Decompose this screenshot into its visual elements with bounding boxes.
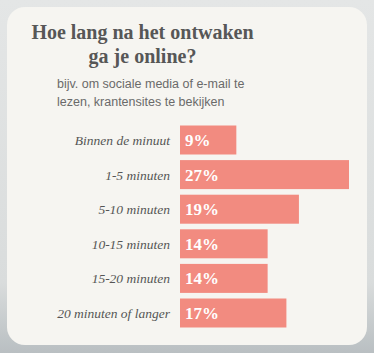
bar: [180, 229, 268, 258]
subtitle: bijv. om sociale media of e-mail te leze…: [57, 75, 277, 111]
title: Hoe lang na het ontwaken ga je online?: [25, 20, 260, 68]
labels: Binnen de minuut 9% 1-5 minuten 27% 5-10 min…: [57, 131, 219, 323]
bar: [180, 160, 349, 189]
data-label: 17%: [185, 304, 219, 323]
category-label: 15-20 minuten: [92, 271, 171, 286]
bars: [180, 126, 349, 328]
data-label: 9%: [185, 131, 211, 150]
bar: [180, 264, 268, 293]
data-label: 14%: [185, 235, 219, 254]
chart: Binnen de minuut 9% 1-5 minuten 27% 5-10 min…: [0, 0, 374, 353]
page: {"chart_data": {"type": "bar", "title": …: [0, 0, 374, 353]
category-label: 10-15 minuten: [92, 237, 171, 252]
data-label: 27%: [185, 166, 219, 185]
category-label: 5-10 minuten: [98, 202, 170, 217]
data-label: 14%: [185, 269, 219, 288]
data-label: 19%: [185, 200, 219, 219]
category-label: 20 minuten of langer: [57, 306, 171, 321]
bar: [180, 299, 286, 328]
bar: [180, 195, 299, 224]
bar: [180, 126, 236, 155]
category-label: Binnen de minuut: [75, 133, 171, 148]
category-label: 1-5 minuten: [105, 168, 170, 183]
